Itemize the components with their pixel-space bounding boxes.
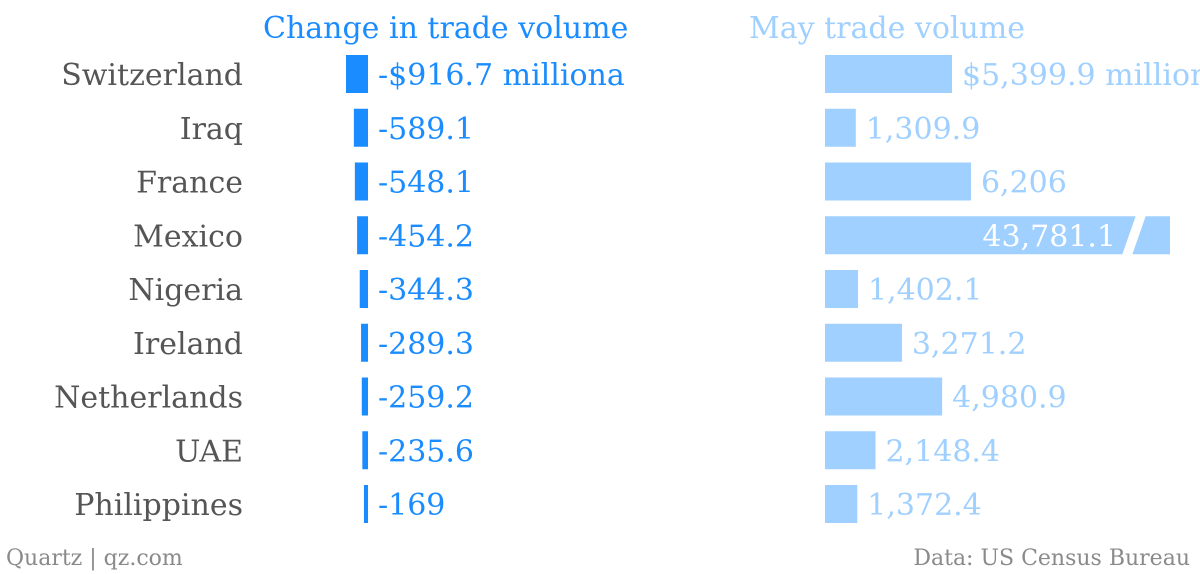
may-bar <box>825 162 971 201</box>
may-bar <box>825 108 856 147</box>
change-value-label: -548.1 <box>378 166 474 201</box>
may-value-label: 1,372.4 <box>867 488 982 523</box>
change-bar <box>361 323 368 362</box>
may-value-label: 6,206 <box>981 166 1067 201</box>
chart-rows: Switzerland -$916.7 milliona $5,399.9 mill… <box>54 55 1200 523</box>
row-france: France -548.1 6,206 <box>136 162 1067 201</box>
may-value-label: 3,271.2 <box>912 327 1027 362</box>
row-philippines: Philippines -169 1,372.4 <box>74 485 982 523</box>
footer-source-right: Data: US Census Bureau <box>913 546 1190 571</box>
may-value-label: 1,309.9 <box>866 112 981 147</box>
footer-source-left: Quartz | qz.com <box>6 546 183 571</box>
axis-break-mark <box>1122 215 1146 256</box>
may-bar <box>825 270 858 308</box>
change-value-label: -289.3 <box>378 327 474 362</box>
country-label: Iraq <box>180 112 243 147</box>
country-label: Netherlands <box>54 381 243 416</box>
change-value-label: -235.6 <box>378 434 474 469</box>
row-netherlands: Netherlands -259.2 4,980.9 <box>54 377 1067 416</box>
may-value-label: $5,399.9 million <box>962 58 1200 93</box>
row-uae: UAE -235.6 2,148.4 <box>175 431 1001 470</box>
header-may-trade-volume: May trade volume <box>749 11 1025 46</box>
change-bar <box>363 485 368 523</box>
change-bar <box>361 377 368 416</box>
country-label: Mexico <box>133 219 243 254</box>
change-bar <box>353 108 368 147</box>
country-label: Switzerland <box>61 58 243 93</box>
change-bar <box>359 270 368 308</box>
change-value-label: -589.1 <box>378 112 474 147</box>
change-value-label: -454.2 <box>378 219 474 254</box>
may-bar <box>825 377 943 416</box>
may-value-label: 2,148.4 <box>886 434 1001 469</box>
country-label: Philippines <box>74 488 243 523</box>
may-bar <box>825 485 858 523</box>
change-bar <box>354 162 368 201</box>
change-value-label: -344.3 <box>378 273 474 308</box>
change-bar <box>362 431 368 470</box>
row-mexico: Mexico -454.2 43,781.1 <box>133 215 1170 256</box>
may-value-label: 1,402.1 <box>868 273 983 308</box>
country-label: UAE <box>175 434 243 469</box>
may-bar <box>825 216 1170 255</box>
country-label: France <box>136 166 243 201</box>
change-bar <box>346 55 368 93</box>
row-ireland: Ireland -289.3 3,271.2 <box>133 323 1027 362</box>
may-value-label: 4,980.9 <box>952 381 1067 416</box>
may-value-label: 43,781.1 <box>982 219 1116 254</box>
change-value-label: -$916.7 milliona <box>378 58 625 93</box>
change-value-label: -259.2 <box>378 381 474 416</box>
may-bar <box>825 55 952 93</box>
country-label: Nigeria <box>128 273 243 308</box>
header-change-in-trade-volume: Change in trade volume <box>263 11 628 46</box>
row-nigeria: Nigeria -344.3 1,402.1 <box>128 270 982 308</box>
row-switzerland: Switzerland -$916.7 milliona $5,399.9 mill… <box>61 55 1200 93</box>
country-label: Ireland <box>133 327 243 362</box>
may-bar <box>825 431 876 470</box>
row-iraq: Iraq -589.1 1,309.9 <box>180 108 981 147</box>
may-bar <box>825 323 902 362</box>
change-value-label: -169 <box>378 488 445 523</box>
change-bar <box>357 216 368 255</box>
